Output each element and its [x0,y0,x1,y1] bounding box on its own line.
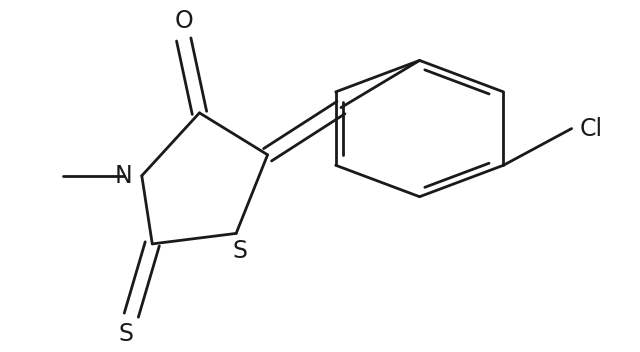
Text: O: O [174,8,193,33]
Text: S: S [118,322,134,346]
Text: S: S [233,239,248,263]
Text: Cl: Cl [580,117,603,140]
Text: N: N [115,164,133,188]
